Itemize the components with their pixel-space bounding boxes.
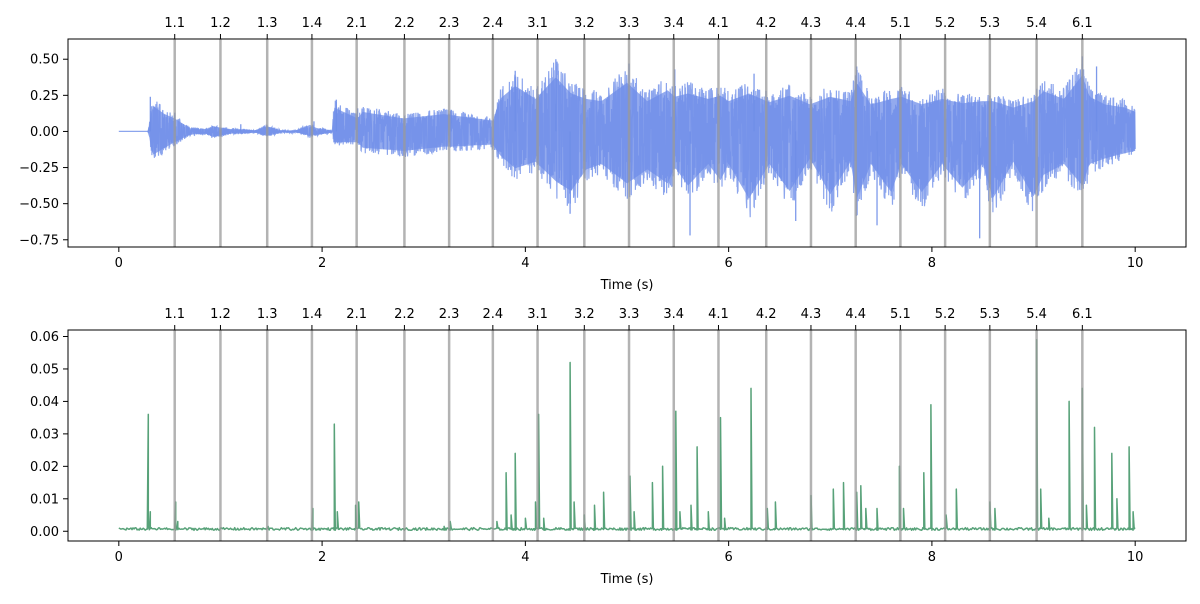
- beat-label-1.2: 1.2: [210, 16, 231, 31]
- beat-label-3.1: 3.1: [527, 307, 548, 322]
- plot-area: [118, 56, 1136, 239]
- y-tick-label: −0.50: [19, 197, 59, 212]
- beat-label-4.3: 4.3: [801, 16, 822, 31]
- x-tick-label: 0: [115, 256, 123, 271]
- beat-label-5.2: 5.2: [935, 16, 956, 31]
- beat-label-5.3: 5.3: [979, 16, 1000, 31]
- plot-area: [118, 338, 1136, 532]
- beat-label-5.3: 5.3: [979, 307, 1000, 322]
- beat-label-1.4: 1.4: [302, 16, 323, 31]
- waveform-envelope: [118, 75, 1136, 199]
- x-tick-label: 8: [928, 550, 936, 565]
- beat-label-2.4: 2.4: [482, 307, 503, 322]
- y-tick-label: 0.02: [30, 460, 59, 475]
- y-tick-label: 0.03: [30, 427, 59, 442]
- beat-label-4.4: 4.4: [845, 16, 866, 31]
- beat-label-6.1: 6.1: [1072, 307, 1093, 322]
- beat-label-4.2: 4.2: [756, 16, 777, 31]
- beat-label-4.4: 4.4: [845, 307, 866, 322]
- beat-label-5.2: 5.2: [935, 307, 956, 322]
- beat-label-1.1: 1.1: [164, 16, 185, 31]
- x-tick-label: 4: [521, 256, 529, 271]
- beat-label-3.4: 3.4: [663, 307, 684, 322]
- y-tick-label: 0.01: [30, 492, 59, 507]
- onset-strength-line: [118, 338, 1136, 532]
- axes-frame: [67, 329, 1187, 542]
- beat-label-5.1: 5.1: [890, 16, 911, 31]
- beat-label-6.1: 6.1: [1072, 16, 1093, 31]
- beat-label-1.3: 1.3: [257, 16, 278, 31]
- beat-label-4.3: 4.3: [801, 307, 822, 322]
- beat-label-2.4: 2.4: [482, 16, 503, 31]
- beat-label-5.1: 5.1: [890, 307, 911, 322]
- axes-frame: [67, 38, 1187, 248]
- y-tick-label: −0.75: [19, 233, 59, 248]
- y-tick-label: 0.25: [30, 89, 59, 104]
- beat-label-1.4: 1.4: [302, 307, 323, 322]
- y-tick-label: 0.00: [30, 525, 59, 540]
- x-tick-label: 2: [318, 256, 326, 271]
- y-tick-label: 0.05: [30, 362, 59, 377]
- beat-label-1.2: 1.2: [210, 307, 231, 322]
- beat-label-5.4: 5.4: [1026, 307, 1047, 322]
- beat-label-2.1: 2.1: [346, 16, 367, 31]
- y-tick-label: −0.25: [19, 161, 59, 176]
- x-tick-label: 0: [115, 550, 123, 565]
- beat-label-1.3: 1.3: [257, 307, 278, 322]
- x-tick-label: 8: [928, 256, 936, 271]
- beat-label-3.2: 3.2: [574, 16, 595, 31]
- beat-label-4.1: 4.1: [708, 16, 729, 31]
- beat-label-1.1: 1.1: [164, 307, 185, 322]
- x-tick-label: 4: [521, 550, 529, 565]
- beat-label-4.2: 4.2: [756, 307, 777, 322]
- x-tick-label: 10: [1127, 256, 1144, 271]
- waveform-panel: 1.1 1.2 1.3 1.4 2.1 2.2 2.3 2.4 3.1 3.2 3.3 3.4 4.1 4…: [19, 16, 1187, 293]
- y-tick-label: 0.50: [30, 53, 59, 68]
- beat-label-2.3: 2.3: [439, 307, 460, 322]
- x-tick-label: 10: [1127, 550, 1144, 565]
- x-tick-label: 6: [724, 256, 732, 271]
- beat-label-2.1: 2.1: [346, 307, 367, 322]
- beat-label-2.2: 2.2: [394, 16, 415, 31]
- y-tick-label: 0.04: [30, 395, 59, 410]
- beat-label-3.3: 3.3: [619, 16, 640, 31]
- beat-label-3.4: 3.4: [663, 16, 684, 31]
- y-tick-label: 0.06: [30, 330, 59, 345]
- beat-label-3.3: 3.3: [619, 307, 640, 322]
- x-tick-label: 2: [318, 550, 326, 565]
- beat-label-2.2: 2.2: [394, 307, 415, 322]
- x-axis-title: Time (s): [600, 278, 654, 293]
- x-axis-title: Time (s): [600, 572, 654, 587]
- beat-label-5.4: 5.4: [1026, 16, 1047, 31]
- x-tick-label: 6: [724, 550, 732, 565]
- onset-strength-panel: 1.1 1.2 1.3 1.4 2.1 2.2 2.3 2.4 3.1 3.2 3.3 3.4 4.1 4…: [30, 307, 1187, 587]
- beat-label-4.1: 4.1: [708, 307, 729, 322]
- beat-label-3.2: 3.2: [574, 307, 595, 322]
- beat-label-3.1: 3.1: [527, 16, 548, 31]
- beat-label-2.3: 2.3: [439, 16, 460, 31]
- y-tick-label: 0.00: [30, 125, 59, 140]
